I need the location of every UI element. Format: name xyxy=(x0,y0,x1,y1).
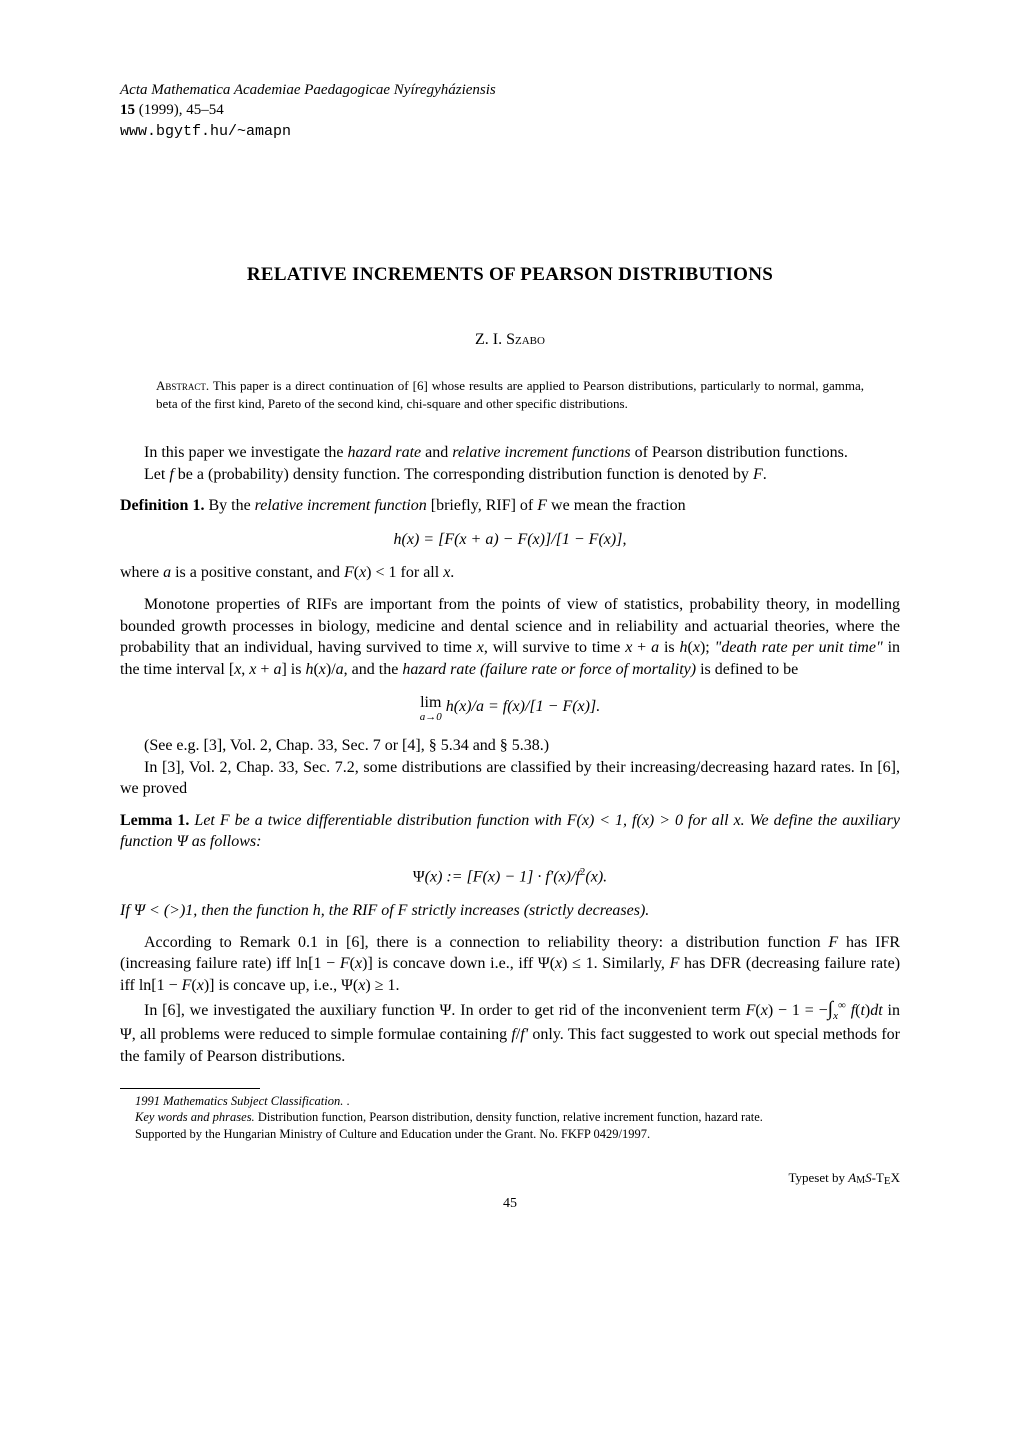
equation-2: lima→0 h(x)/a = f(x)/[1 − F(x)]. xyxy=(120,692,900,723)
paragraph-7: In [6], we investigated the auxiliary fu… xyxy=(120,996,900,1067)
msc-label: 1991 Mathematics Subject Classification. xyxy=(135,1094,343,1108)
equation-3: Ψ(x) := [F(x) − 1] · f'(x)/f2(x). xyxy=(120,865,900,888)
definition-label: Definition 1. xyxy=(120,497,204,514)
definition-1: Definition 1. By the relative increment … xyxy=(120,495,900,517)
journal-year: (1999) xyxy=(139,102,179,118)
journal-url: www.bgytf.hu/~amapn xyxy=(120,123,291,140)
journal-header: Acta Mathematica Academiae Paedagogicae … xyxy=(120,80,900,142)
paragraph-3: Monotone properties of RIFs are importan… xyxy=(120,594,900,680)
lemma-1: Lemma 1. Let F be a twice differentiable… xyxy=(120,810,900,853)
paragraph-4: (See e.g. [3], Vol. 2, Chap. 33, Sec. 7 … xyxy=(120,735,900,757)
paper-author: Z. I. Szabo xyxy=(120,329,900,351)
journal-name: Acta Mathematica Academiae Paedagogicae … xyxy=(120,82,496,98)
footnote-rule xyxy=(120,1088,260,1089)
abstract-label: Abstract. xyxy=(156,378,209,393)
definition-1-cont: where a is a positive constant, and F(x)… xyxy=(120,562,900,584)
paragraph-2: Let f be a (probability) density functio… xyxy=(120,464,900,486)
lemma-label: Lemma 1. xyxy=(120,812,189,829)
footnotes: 1991 Mathematics Subject Classification.… xyxy=(120,1093,900,1144)
typeset-note: Typeset by AMS-TEX xyxy=(120,1169,900,1189)
paragraph-5: In [3], Vol. 2, Chap. 33, Sec. 7.2, some… xyxy=(120,757,900,800)
paragraph-6: According to Remark 0.1 in [6], there is… xyxy=(120,932,900,997)
keywords-label: Key words and phrases. xyxy=(135,1110,255,1124)
paper-title: RELATIVE INCREMENTS OF PEARSON DISTRIBUT… xyxy=(120,262,900,288)
abstract: Abstract. This paper is a direct continu… xyxy=(156,377,864,412)
journal-pages: 45–54 xyxy=(186,102,224,118)
lemma-1-cont: If Ψ < (>)1, then the function h, the RI… xyxy=(120,900,900,922)
page-number: 45 xyxy=(120,1195,900,1214)
abstract-text: This paper is a direct continuation of [… xyxy=(156,378,864,411)
equation-1: h(x) = [F(x + a) − F(x)]/[1 − F(x)], xyxy=(120,529,900,551)
journal-volume: 15 xyxy=(120,102,135,118)
paragraph-1: In this paper we investigate the hazard … xyxy=(120,442,900,464)
support-note: Supported by the Hungarian Ministry of C… xyxy=(120,1126,900,1143)
